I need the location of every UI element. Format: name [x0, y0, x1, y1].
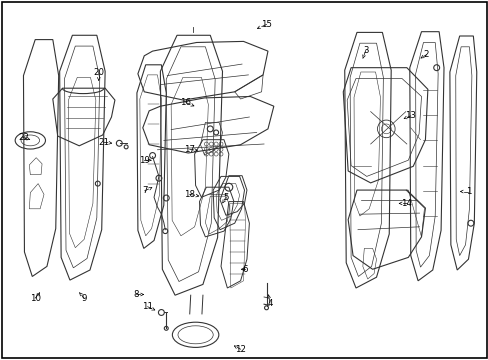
- Text: 16: 16: [180, 98, 191, 107]
- Text: 3: 3: [362, 46, 368, 55]
- Text: 21: 21: [98, 138, 109, 147]
- Text: 7: 7: [142, 186, 147, 195]
- Text: 2: 2: [423, 50, 428, 59]
- Text: 8: 8: [133, 290, 139, 299]
- Text: 19: 19: [139, 156, 149, 165]
- Text: 17: 17: [184, 145, 195, 154]
- Text: 22: 22: [18, 133, 29, 142]
- Text: 1: 1: [465, 187, 470, 196]
- Text: 20: 20: [93, 68, 104, 77]
- Text: 6: 6: [242, 265, 248, 274]
- Text: 14: 14: [401, 199, 411, 208]
- Text: 4: 4: [266, 299, 272, 307]
- Text: 18: 18: [184, 190, 195, 199]
- Text: 12: 12: [235, 345, 245, 354]
- Text: 15: 15: [261, 20, 271, 29]
- Text: 5: 5: [223, 193, 228, 202]
- Text: 9: 9: [81, 293, 86, 302]
- Text: 10: 10: [30, 293, 41, 302]
- Text: 11: 11: [142, 302, 153, 311]
- Text: 13: 13: [405, 112, 415, 121]
